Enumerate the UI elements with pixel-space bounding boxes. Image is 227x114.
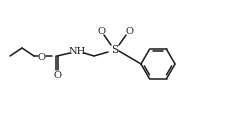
Text: O: O <box>125 26 133 35</box>
Text: S: S <box>111 45 119 54</box>
Text: O: O <box>38 52 46 61</box>
Text: O: O <box>97 26 105 35</box>
Text: NH: NH <box>68 47 86 56</box>
Text: O: O <box>53 70 61 79</box>
